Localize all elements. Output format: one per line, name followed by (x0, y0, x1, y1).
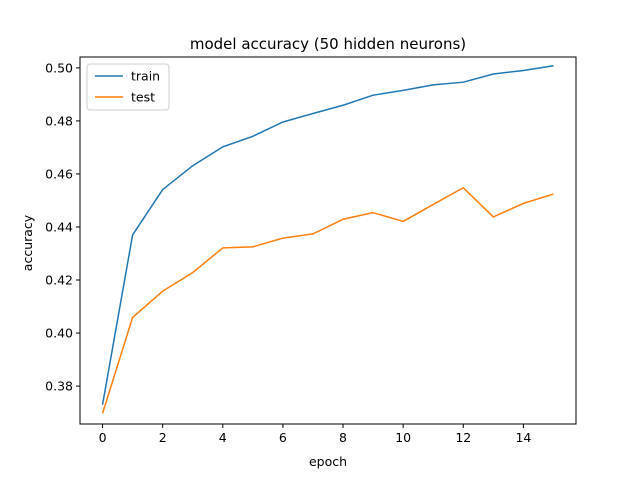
x-tick-label: 4 (219, 430, 227, 445)
y-tick-label: 0.46 (45, 166, 73, 181)
x-axis-label: epoch (309, 454, 347, 469)
x-tick-label: 8 (339, 430, 347, 445)
series-lines (101, 65, 554, 414)
y-tick-label: 0.40 (45, 326, 73, 341)
y-tick-label: 0.50 (45, 60, 73, 75)
x-tick-label: 10 (395, 430, 411, 445)
series-line-train (101, 65, 554, 405)
x-axis-ticks: 0 2 4 6 8 10 12 14 (99, 424, 531, 445)
y-tick-label: 0.38 (45, 379, 73, 394)
chart-title: model accuracy (50 hidden neurons) (190, 35, 466, 53)
y-tick-label: 0.44 (45, 219, 73, 234)
x-tick-label: 14 (515, 430, 531, 445)
legend-label-train: train (131, 69, 160, 84)
y-tick-label: 0.42 (45, 273, 73, 288)
series-line-test (101, 186, 554, 414)
x-tick-label: 12 (455, 430, 471, 445)
y-tick-label: 0.48 (45, 113, 73, 128)
x-tick-label: 0 (99, 430, 107, 445)
x-tick-label: 2 (159, 430, 167, 445)
legend: train test (86, 63, 170, 111)
plot-frame (79, 56, 577, 425)
y-axis-ticks: 0.38 0.40 0.42 0.44 0.46 0.48 0.50 (45, 60, 80, 394)
legend-label-test: test (131, 90, 155, 105)
x-tick-label: 6 (279, 430, 287, 445)
y-axis-label: accuracy (20, 214, 35, 271)
